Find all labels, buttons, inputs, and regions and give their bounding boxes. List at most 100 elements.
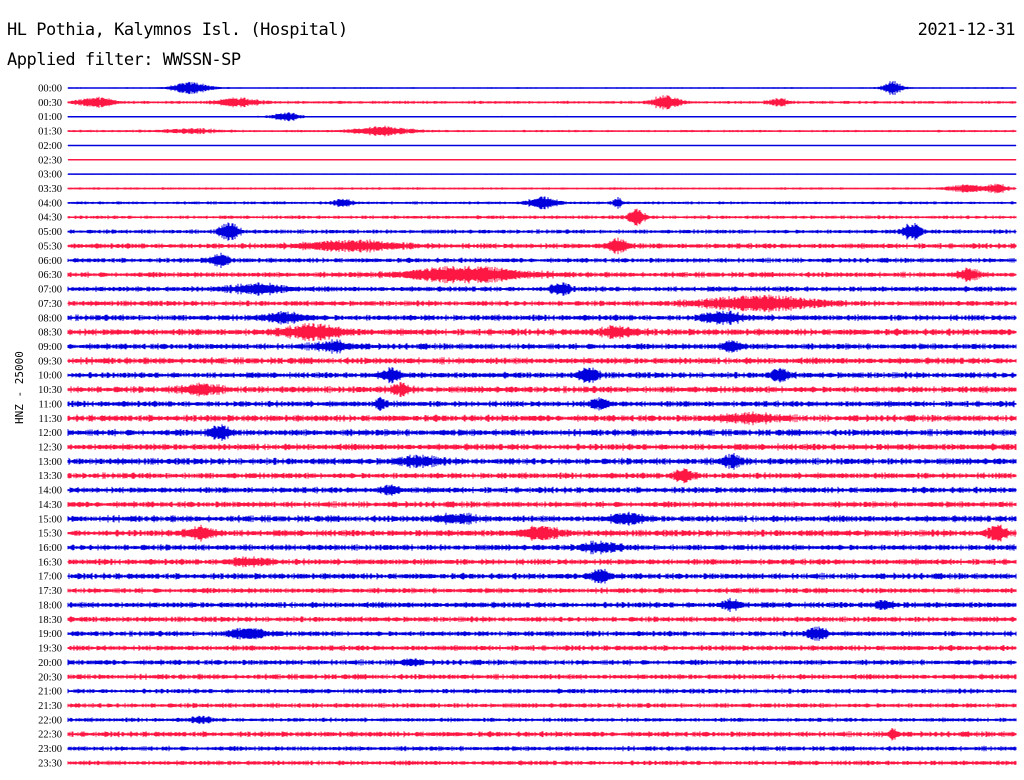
time-label-1730: 17:30	[38, 586, 62, 597]
seismic-trace-0130	[67, 125, 1017, 137]
time-label-1130: 11:30	[38, 414, 62, 425]
seismic-trace-2230	[67, 728, 1017, 741]
seismic-trace-1600	[67, 540, 1017, 555]
seismic-trace-0300	[67, 173, 1017, 175]
seismic-trace-0500	[67, 222, 1017, 241]
time-label-1630: 16:30	[38, 557, 62, 568]
seismic-trace-1730	[67, 587, 1017, 594]
time-label-2230: 22:30	[38, 730, 62, 741]
seismic-trace-1000	[67, 367, 1017, 384]
seismic-trace-1700	[67, 568, 1017, 584]
seismic-trace-2130	[67, 702, 1017, 709]
seismic-trace-0230	[67, 159, 1017, 161]
seismic-trace-2000	[67, 658, 1017, 667]
seismic-trace-2300	[67, 745, 1017, 752]
time-label-1000: 10:00	[38, 371, 62, 382]
station-title: HL Pothia, Kalymnos Isl. (Hospital)	[7, 20, 348, 40]
seismic-trace-1200	[67, 424, 1017, 441]
time-label-0630: 06:30	[38, 270, 62, 281]
time-label-0100: 01:00	[38, 112, 62, 123]
seismic-trace-0400	[67, 196, 1017, 210]
time-label-0500: 05:00	[38, 227, 62, 238]
time-label-0800: 08:00	[38, 313, 62, 324]
seismic-trace-0100	[67, 112, 1017, 122]
seismic-trace-0430	[67, 208, 1017, 226]
seismic-trace-2030	[67, 673, 1017, 680]
time-label-0830: 08:30	[38, 328, 62, 339]
seismic-trace-2200	[67, 715, 1017, 724]
time-label-0430: 04:30	[38, 213, 62, 224]
seismic-trace-0200	[67, 145, 1017, 146]
time-label-1030: 10:30	[38, 385, 62, 396]
time-label-1900: 19:00	[38, 629, 62, 640]
time-label-1100: 11:00	[38, 399, 62, 410]
time-label-1200: 12:00	[38, 428, 62, 439]
time-label-1430: 14:30	[38, 500, 62, 511]
time-label-2330: 23:30	[38, 758, 62, 769]
time-label-0400: 04:00	[38, 198, 62, 209]
time-label-1830: 18:30	[38, 615, 62, 626]
time-label-0330: 03:30	[38, 184, 62, 195]
seismic-trace-1430	[67, 501, 1017, 508]
seismic-trace-0530	[67, 237, 1017, 255]
seismic-trace-0700	[67, 282, 1017, 296]
seismic-trace-2100	[67, 688, 1017, 694]
time-label-1700: 17:00	[38, 572, 62, 583]
seismic-trace-1800	[67, 597, 1017, 612]
time-label-2030: 20:30	[38, 672, 62, 683]
seismic-trace-0800	[67, 310, 1017, 325]
date-label: 2021-12-31	[917, 20, 1016, 40]
time-label-1530: 15:30	[38, 529, 62, 540]
seismic-trace-1130	[67, 411, 1017, 426]
time-label-0000: 00:00	[38, 84, 62, 95]
seismic-trace-1630	[67, 556, 1017, 568]
seismic-trace-1930	[67, 645, 1017, 652]
seismic-trace-1400	[67, 484, 1017, 496]
time-label-0230: 02:30	[38, 155, 62, 166]
time-label-0700: 07:00	[38, 285, 62, 296]
seismic-trace-1330	[67, 468, 1017, 484]
time-label-1930: 19:30	[38, 644, 62, 655]
time-label-0530: 05:30	[38, 241, 62, 252]
time-label-0600: 06:00	[38, 256, 62, 267]
seismic-trace-1100	[67, 396, 1017, 411]
seismic-trace-0600	[67, 252, 1017, 268]
seismic-trace-0730	[67, 294, 1017, 313]
time-label-0300: 03:00	[38, 170, 62, 181]
time-label-2200: 22:00	[38, 715, 62, 726]
seismic-trace-1900	[67, 626, 1017, 641]
seismic-trace-1300	[67, 453, 1017, 470]
seismic-trace-1500	[67, 511, 1017, 526]
seismic-trace-1830	[67, 616, 1017, 623]
seismic-trace-0930	[67, 357, 1017, 365]
time-label-1330: 13:30	[38, 471, 62, 482]
time-label-2100: 21:00	[38, 687, 62, 698]
time-label-1500: 15:00	[38, 514, 62, 525]
seismic-trace-1030	[67, 382, 1017, 397]
time-label-0200: 02:00	[38, 141, 62, 152]
time-label-2000: 20:00	[38, 658, 62, 669]
seismic-trace-0900	[67, 339, 1017, 354]
time-label-2300: 23:00	[38, 744, 62, 755]
time-label-1300: 13:00	[38, 457, 62, 468]
seismic-trace-0630	[67, 265, 1017, 284]
seismic-trace-1230	[67, 443, 1017, 451]
time-label-1600: 16:00	[38, 543, 62, 554]
time-label-0130: 01:30	[38, 127, 62, 138]
filter-label: Applied filter: WWSSN-SP	[7, 50, 241, 70]
seismic-trace-2330	[67, 760, 1017, 766]
time-label-1400: 14:00	[38, 486, 62, 497]
time-label-2130: 21:30	[38, 701, 62, 712]
time-label-0030: 00:30	[38, 98, 62, 109]
time-label-0900: 09:00	[38, 342, 62, 353]
time-label-1230: 12:30	[38, 443, 62, 454]
time-label-0930: 09:30	[38, 356, 62, 367]
seismic-trace-0000	[67, 81, 1017, 95]
seismic-trace-1530	[67, 524, 1017, 542]
seismic-trace-0330	[67, 183, 1017, 194]
time-label-1800: 18:00	[38, 600, 62, 611]
seismic-trace-0030	[67, 95, 1017, 110]
time-label-0730: 07:30	[38, 299, 62, 310]
seismic-trace-0830	[67, 323, 1017, 341]
